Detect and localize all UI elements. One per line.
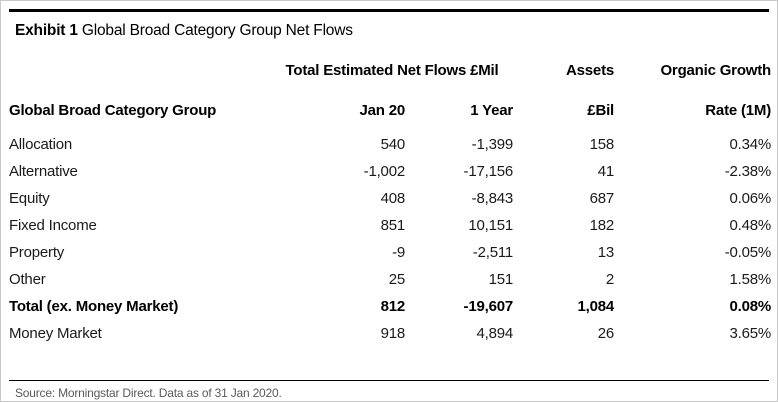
group-header-net-flows: Total Estimated Net Flows £Mil <box>285 61 499 79</box>
source-text: Source: Morningstar Direct. Data as of 3… <box>15 386 282 400</box>
cell-category: Property <box>9 243 65 261</box>
cell-1year: -8,843 <box>471 189 514 207</box>
column-header-rate-1m: Rate (1M) <box>705 101 772 119</box>
cell-category: Allocation <box>9 135 73 153</box>
cell-jan20: 25 <box>388 270 405 288</box>
column-header-1year: 1 Year <box>470 101 514 119</box>
cell-1year: -19,607 <box>463 297 514 315</box>
cell-1year: 10,151 <box>468 216 514 234</box>
cell-assets-bil: 41 <box>597 162 615 180</box>
cell-rate-1m: -2.38% <box>724 162 772 180</box>
cell-assets-bil: 26 <box>597 324 615 342</box>
cell-category: Equity <box>9 189 50 207</box>
exhibit-label: Exhibit 1 <box>15 21 78 39</box>
exhibit-title-text: Global Broad Category Group Net Flows <box>81 21 353 39</box>
cell-1year: -2,511 <box>472 243 514 261</box>
column-header-row: Global Broad Category Group Jan 20 1 Yea… <box>9 79 771 131</box>
cell-jan20: 812 <box>380 297 406 315</box>
cell-rate-1m: 0.06% <box>729 189 772 207</box>
cell-rate-1m: -0.05% <box>724 243 772 261</box>
table-row-fixed-income: Fixed Income 851 10,151 182 0.48% <box>9 212 771 239</box>
cell-assets-bil: 13 <box>597 243 615 261</box>
table-row-property: Property -9 -2,511 13 -0.05% <box>9 239 771 266</box>
cell-jan20: 540 <box>380 135 406 153</box>
cell-jan20: 851 <box>380 216 406 234</box>
table-row-total-ex-money-market: Total (ex. Money Market) 812 -19,607 1,0… <box>9 293 771 320</box>
cell-category: Alternative <box>9 162 78 180</box>
column-header-assets-bil: £Bil <box>587 101 615 119</box>
cell-category: Other <box>9 270 46 288</box>
cell-jan20: 408 <box>380 189 406 207</box>
cell-rate-1m: 0.34% <box>729 135 772 153</box>
cell-assets-bil: 1,084 <box>577 297 615 315</box>
cell-rate-1m: 1.58% <box>729 270 772 288</box>
group-header-assets: Assets <box>566 61 615 79</box>
group-header-row: Total Estimated Net Flows £Mil Assets Or… <box>9 41 772 79</box>
column-header-category: Global Broad Category Group <box>9 101 217 119</box>
cell-assets-bil: 158 <box>589 135 615 153</box>
cell-jan20: 918 <box>380 324 406 342</box>
cell-jan20: -9 <box>392 243 405 261</box>
cell-assets-bil: 182 <box>589 216 615 234</box>
cell-1year: -17,156 <box>463 162 514 180</box>
cell-rate-1m: 3.65% <box>729 324 772 342</box>
cell-assets-bil: 687 <box>589 189 615 207</box>
cell-assets-bil: 2 <box>605 270 615 288</box>
table-row-other: Other 25 151 2 1.58% <box>9 266 771 293</box>
group-header-spacer <box>9 41 271 79</box>
top-rule <box>9 9 769 12</box>
group-header-organic-growth: Organic Growth <box>660 61 772 79</box>
net-flows-table: Total Estimated Net Flows £Mil Assets Or… <box>9 41 771 347</box>
cell-1year: 4,894 <box>476 324 514 342</box>
table-row-allocation: Allocation 540 -1,399 158 0.34% <box>9 131 771 158</box>
table-row-equity: Equity 408 -8,843 687 0.06% <box>9 185 771 212</box>
cell-rate-1m: 0.08% <box>729 297 772 315</box>
table-row-alternative: Alternative -1,002 -17,156 41 -2.38% <box>9 158 771 185</box>
cell-category: Money Market <box>9 324 102 342</box>
cell-rate-1m: 0.48% <box>729 216 772 234</box>
footer-rule <box>9 379 769 381</box>
cell-category: Fixed Income <box>9 216 97 234</box>
exhibit-title: Exhibit 1 Global Broad Category Group Ne… <box>15 20 769 41</box>
cell-category: Total (ex. Money Market) <box>9 297 179 315</box>
cell-1year: 151 <box>488 270 514 288</box>
column-header-jan20: Jan 20 <box>359 101 406 119</box>
cell-1year: -1,399 <box>471 135 514 153</box>
table-row-money-market: Money Market 918 4,894 26 3.65% <box>9 320 771 347</box>
cell-jan20: -1,002 <box>363 162 406 180</box>
